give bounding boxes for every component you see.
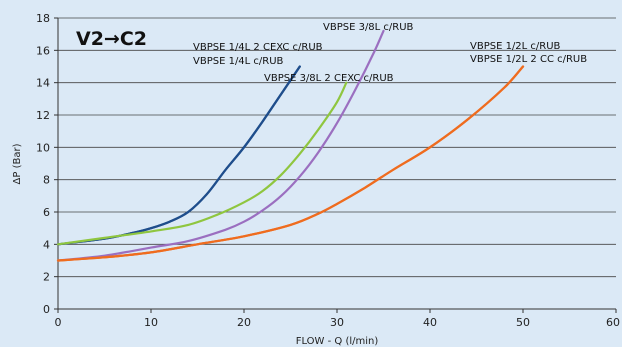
x-tick-label-40: 40 — [423, 316, 437, 329]
y-axis-title: ΔP (Bar) — [12, 143, 23, 184]
x-tick-label-50: 50 — [516, 316, 530, 329]
series-label-vbpse-12l-2-cc: VBPSE 1/2L 2 CC c/RUB — [470, 54, 587, 65]
series-line-3 — [56, 29, 385, 262]
tick-labels: 0 2 4 6 8 10 12 14 16 18 0 10 20 30 40 50 60 — [36, 12, 620, 329]
series-label-vbpse-38l: VBPSE 3/8L c/RUB — [323, 22, 414, 33]
y-tick-label-16: 16 — [36, 44, 50, 57]
chart-title: V2→C2 — [76, 28, 147, 50]
series-label-vbpse-12l: VBPSE 1/2L c/RUB — [470, 41, 561, 52]
x-tick-label-20: 20 — [237, 316, 251, 329]
y-tick-label-2: 2 — [43, 271, 50, 284]
series-label-vbpse-38l-2-cexc: VBPSE 3/8L 2 CEXC c/RUB — [264, 73, 394, 84]
x-axis-title: FLOW - Q (l/min) — [296, 336, 379, 347]
grid-lines — [58, 17, 616, 278]
x-tick-label-10: 10 — [144, 316, 158, 329]
series-lines — [56, 29, 525, 262]
y-tick-label-4: 4 — [43, 238, 50, 251]
x-tick-label-60: 60 — [606, 316, 620, 329]
y-tick-label-14: 14 — [36, 77, 50, 90]
series-label-vbpse-14l: VBPSE 1/4L c/RUB — [193, 56, 284, 67]
y-tick-label-6: 6 — [43, 206, 50, 219]
y-tick-label-10: 10 — [36, 141, 50, 154]
x-tick-label-0: 0 — [55, 316, 62, 329]
series-line-5 — [56, 65, 525, 262]
y-tick-label-18: 18 — [36, 12, 50, 25]
y-tick-label-8: 8 — [43, 174, 50, 187]
x-tick-label-30: 30 — [330, 316, 344, 329]
series-line-2 — [56, 81, 348, 246]
y-tick-label-0: 0 — [43, 303, 50, 316]
series-label-vbpse-14l-2-cexc: VBPSE 1/4L 2 CEXC c/RUB — [193, 42, 323, 53]
y-tick-label-12: 12 — [36, 109, 50, 122]
